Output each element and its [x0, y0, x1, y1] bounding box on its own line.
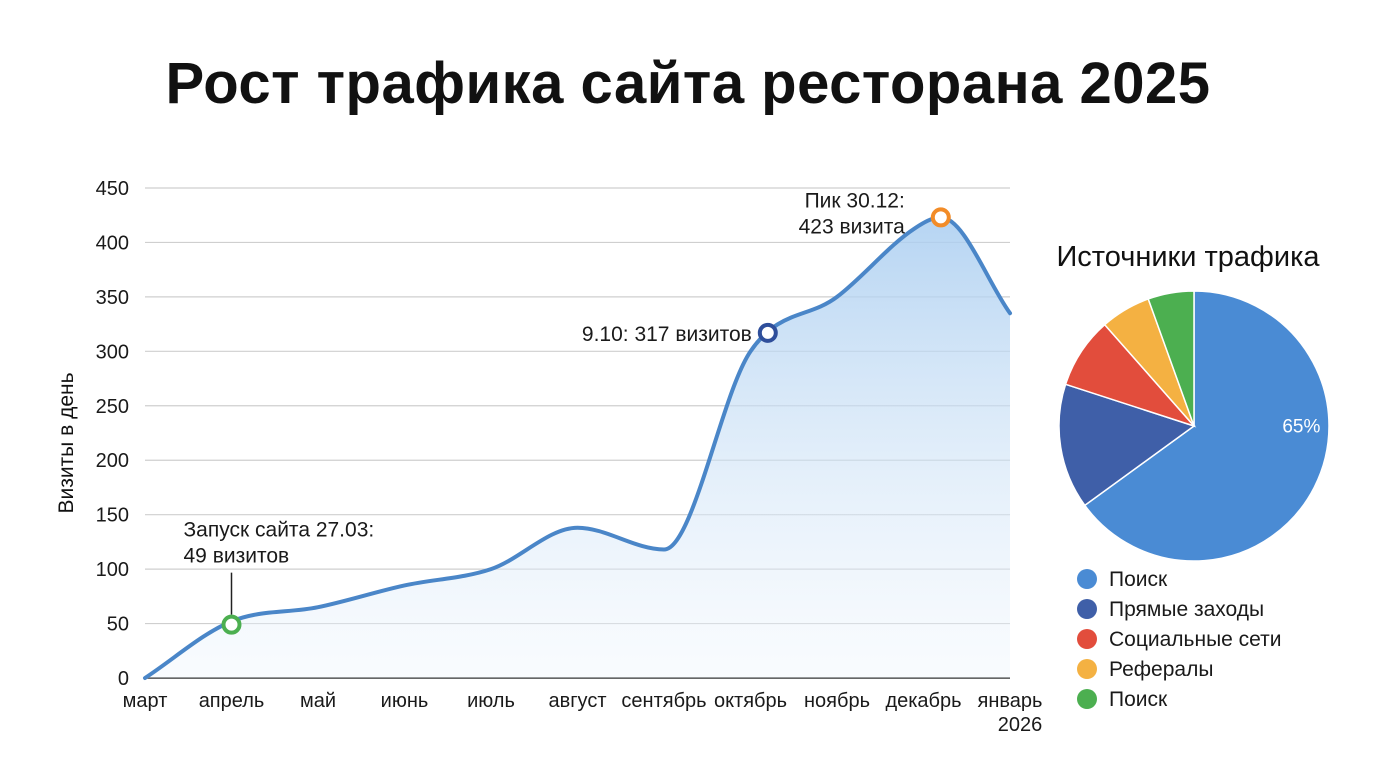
data-point-marker: [930, 207, 951, 228]
x-tick-label: май: [300, 690, 336, 712]
x-tick-label: декабрь: [885, 690, 961, 712]
series-line: [143, 215, 1012, 680]
annotation-text: Запуск сайта 27.03:: [184, 519, 375, 542]
x-tick-label: ноябрь: [804, 690, 870, 712]
legend-swatch: [1077, 659, 1097, 679]
x-tick-label: сентябрь: [621, 690, 706, 712]
legend-label: Поиск: [1109, 568, 1168, 591]
annotation-text: 49 визитов: [184, 545, 290, 568]
legend-swatch: [1077, 599, 1097, 619]
pie-chart: Источники трафика 65% Поиск Прямые заходы Со…: [1056, 241, 1330, 711]
y-tick-label: 450: [96, 178, 129, 200]
y-tick-label: 150: [96, 505, 129, 527]
annotation-text: Пик 30.12:: [805, 189, 905, 212]
y-tick-label: 100: [96, 559, 129, 581]
annotation-text: 423 визита: [799, 215, 906, 238]
y-tick-label: 0: [118, 668, 129, 690]
chart-title: Рост трафика сайта ресторана 2025: [165, 51, 1211, 116]
legend-swatch: [1077, 689, 1097, 709]
legend-label: Поиск: [1109, 688, 1168, 711]
legend-label: Социальные сети: [1109, 628, 1282, 651]
legend-swatch: [1077, 569, 1097, 589]
x-tick-label: январь 2026: [978, 690, 1043, 736]
pie-slice: [1058, 383, 1196, 507]
legend-swatch: [1077, 629, 1097, 649]
x-tick-label: октябрь: [714, 690, 787, 712]
annotation-text: 9.10: 317 визитов: [582, 323, 752, 346]
pie-slice: [1083, 290, 1330, 562]
pie-slice-label: 65%: [1282, 416, 1320, 437]
y-tick-label: 50: [107, 614, 129, 636]
area-fill: [145, 217, 1010, 678]
y-tick-label: 200: [96, 450, 129, 472]
x-tick-label: август: [549, 690, 607, 712]
x-tick-label: июль: [467, 690, 515, 712]
y-axis-label: Визиты в день: [55, 372, 78, 513]
line-chart: 0 50 100 150 200 250 300 350 400 450 март апрель май…: [55, 178, 1042, 736]
y-tick-label: 350: [96, 287, 129, 309]
legend-label: Рефералы: [1109, 658, 1213, 681]
y-tick-label: 250: [96, 396, 129, 418]
y-tick-label: 300: [96, 341, 129, 363]
data-point-marker: [221, 614, 242, 635]
x-tick-label: апрель: [199, 690, 265, 712]
pie-slice: [1147, 290, 1195, 427]
y-tick-label: 400: [96, 232, 129, 254]
data-point-marker: [757, 322, 778, 343]
pie-title: Источники трафика: [1056, 241, 1320, 273]
x-tick-label: июнь: [381, 690, 429, 712]
legend-label: Прямые заходы: [1109, 598, 1264, 621]
x-tick-label: март: [123, 690, 168, 712]
